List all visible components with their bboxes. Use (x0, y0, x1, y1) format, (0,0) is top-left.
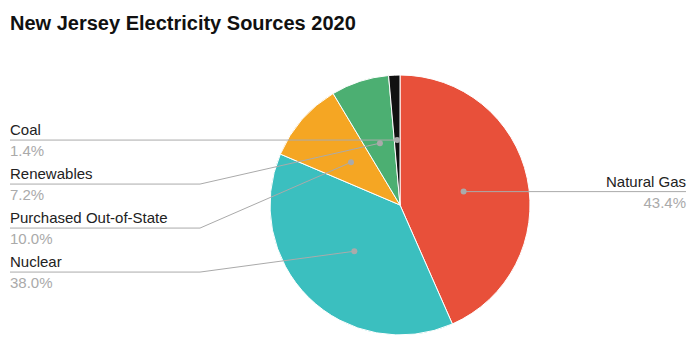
data-label: 7.2% (10, 186, 44, 203)
pie (270, 75, 530, 335)
leader-line (10, 162, 351, 228)
leader-line (10, 251, 354, 272)
data-label: 38.0% (10, 274, 53, 291)
leader-dot (377, 140, 383, 146)
leader-line (10, 140, 397, 141)
data-label: 10.0% (10, 230, 53, 247)
slice-name: Purchased Out-of-State (10, 209, 168, 226)
slice-name: Renewables (10, 165, 93, 182)
labels: Natural Gas 43.4% Nuclear 38.0% Purchased Ou… (10, 121, 686, 291)
leader-dot (351, 248, 357, 254)
slice-name: Natural Gas (606, 173, 686, 190)
data-label: 1.4% (10, 142, 44, 159)
leader-line (10, 143, 380, 184)
chart: New Jersey Electricity Sources 2020 Natur… (0, 0, 696, 363)
leader-line (464, 191, 686, 192)
leader-dot (461, 189, 467, 195)
slice-name: Nuclear (10, 253, 62, 270)
title: New Jersey Electricity Sources 2020 (10, 12, 356, 34)
slice-name: Coal (10, 121, 41, 138)
leader-dot (394, 137, 400, 143)
data-label: 43.4% (643, 194, 686, 211)
leader-dot (348, 159, 354, 165)
